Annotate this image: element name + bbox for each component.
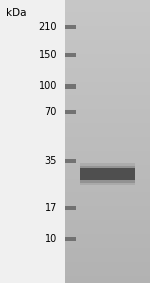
Bar bbox=[64, 84, 76, 89]
Bar bbox=[80, 168, 135, 180]
Text: 17: 17 bbox=[45, 203, 57, 213]
Bar bbox=[64, 237, 76, 241]
Text: 100: 100 bbox=[39, 81, 57, 91]
Text: 210: 210 bbox=[39, 22, 57, 32]
Bar bbox=[80, 166, 135, 183]
Text: 70: 70 bbox=[45, 107, 57, 117]
Text: 150: 150 bbox=[39, 50, 57, 60]
Text: 35: 35 bbox=[45, 156, 57, 166]
Bar bbox=[64, 110, 76, 114]
Bar bbox=[64, 206, 76, 210]
Text: kDa: kDa bbox=[6, 8, 27, 18]
Text: 10: 10 bbox=[45, 234, 57, 244]
Bar bbox=[64, 53, 76, 57]
Bar bbox=[64, 160, 76, 163]
Bar bbox=[64, 25, 76, 29]
Bar bbox=[80, 163, 135, 185]
